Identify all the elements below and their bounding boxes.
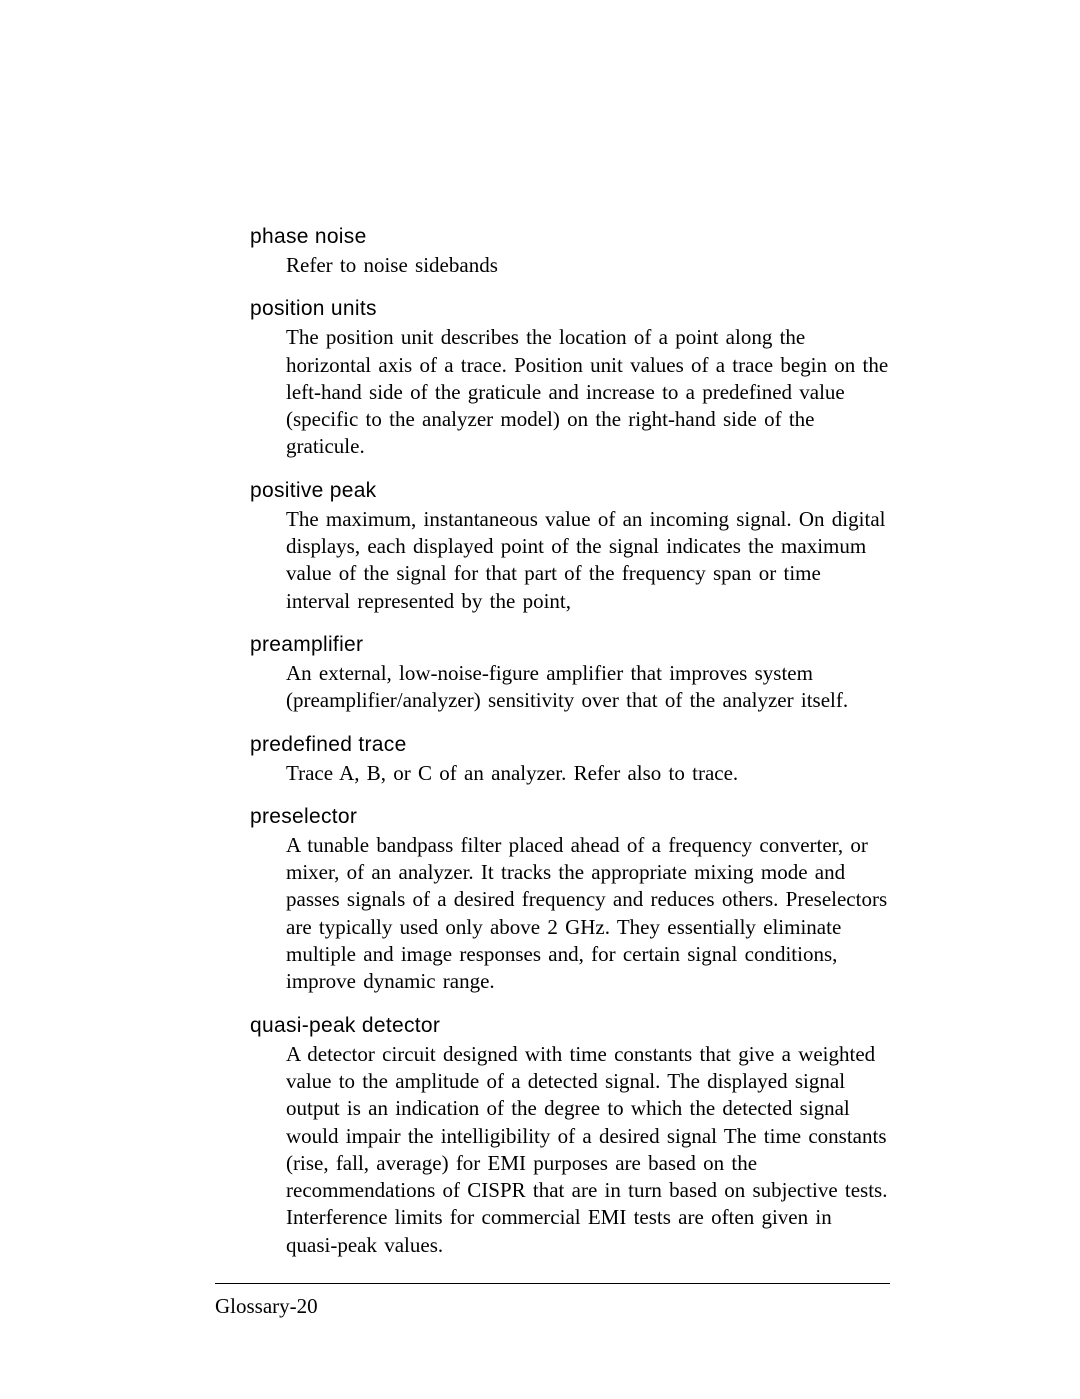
glossary-page: phase noise Refer to noise sidebands pos… xyxy=(0,0,1080,1337)
glossary-entry: preamplifier An external, low-noise-figu… xyxy=(250,633,890,715)
glossary-entry: position units The position unit describ… xyxy=(250,297,890,460)
glossary-term: position units xyxy=(250,297,890,321)
glossary-term: positive peak xyxy=(250,479,890,503)
glossary-definition: Refer to noise sidebands xyxy=(250,252,890,279)
glossary-definition: An external, low-noise-figure amplifier … xyxy=(250,660,890,715)
glossary-entry: quasi-peak detector A detector circuit d… xyxy=(250,1014,890,1259)
glossary-term: preselector xyxy=(250,805,890,829)
glossary-definition: Trace A, B, or C of an analyzer. Refer a… xyxy=(250,760,890,787)
glossary-term: phase noise xyxy=(250,225,890,249)
glossary-term: predefined trace xyxy=(250,733,890,757)
glossary-entry: phase noise Refer to noise sidebands xyxy=(250,225,890,279)
glossary-definition: A tunable bandpass filter placed ahead o… xyxy=(250,832,890,996)
page-number: Glossary-20 xyxy=(215,1294,318,1319)
glossary-term: quasi-peak detector xyxy=(250,1014,890,1038)
glossary-entry: predefined trace Trace A, B, or C of an … xyxy=(250,733,890,787)
footer-divider xyxy=(215,1283,890,1284)
glossary-definition: A detector circuit designed with time co… xyxy=(250,1041,890,1259)
glossary-definition: The position unit describes the location… xyxy=(250,324,890,460)
glossary-definition: The maximum, instantaneous value of an i… xyxy=(250,506,890,615)
glossary-entry: preselector A tunable bandpass filter pl… xyxy=(250,805,890,996)
glossary-entry: positive peak The maximum, instantaneous… xyxy=(250,479,890,615)
glossary-term: preamplifier xyxy=(250,633,890,657)
